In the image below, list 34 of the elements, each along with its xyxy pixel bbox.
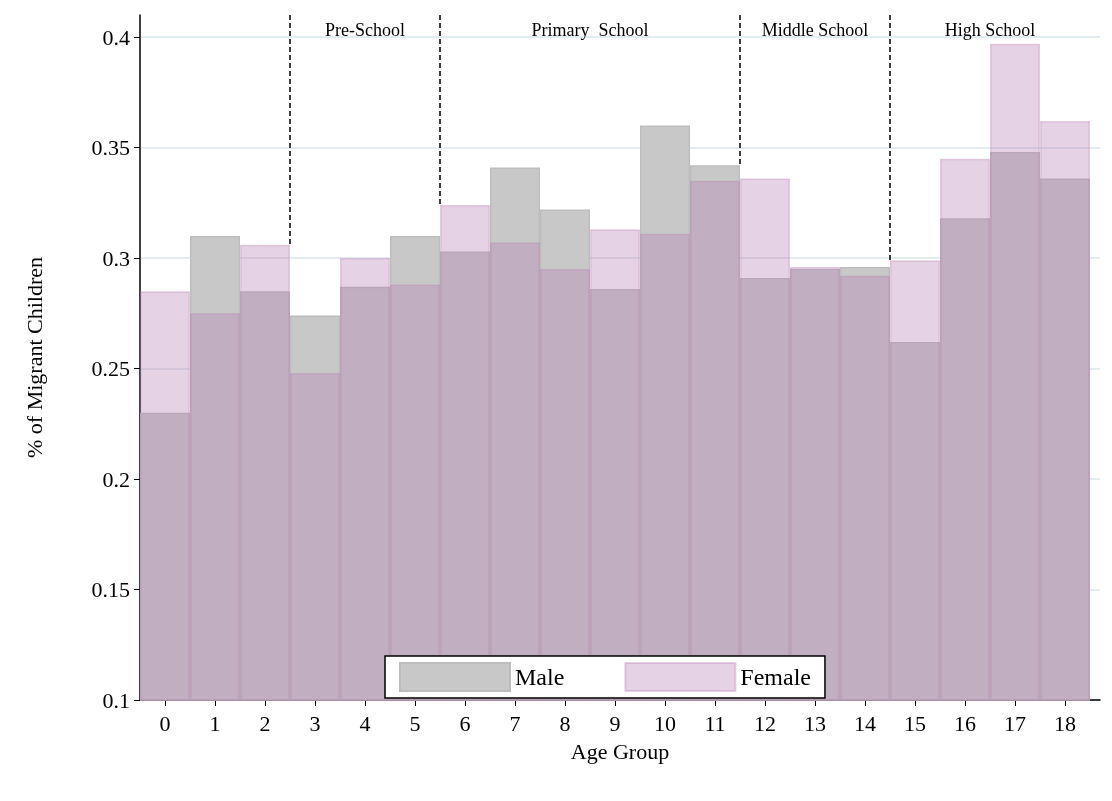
x-tick-label: 7 — [509, 710, 521, 736]
x-tick-label: 1 — [209, 710, 221, 736]
x-tick-label: 18 — [1054, 710, 1076, 736]
annotation: Middle School — [761, 20, 869, 40]
x-tick-label: 0 — [159, 710, 171, 736]
y-tick-label: 0.1 — [102, 687, 130, 713]
x-tick-label: 10 — [654, 710, 676, 736]
x-tick-label: 6 — [459, 710, 471, 736]
annotation: Primary School — [531, 20, 649, 40]
y-tick-label: 0.4 — [102, 24, 130, 50]
annotation: Pre-School — [325, 20, 405, 40]
x-tick-label: 4 — [359, 710, 371, 736]
x-tick-label: 13 — [804, 710, 826, 736]
x-tick-label: 17 — [1004, 710, 1026, 736]
y-tick-label: 0.35 — [91, 135, 130, 161]
y-tick-label: 0.3 — [102, 245, 130, 271]
legend-label: Male — [515, 664, 565, 690]
x-tick-label: 11 — [704, 710, 726, 736]
annotation: High School — [944, 20, 1036, 40]
x-tick-label: 12 — [754, 710, 776, 736]
x-tick-label: 2 — [259, 710, 271, 736]
y-tick-label: 0.15 — [91, 577, 130, 603]
x-tick-label: 16 — [954, 710, 976, 736]
x-tick-label: 9 — [609, 710, 621, 736]
x-tick-label: 8 — [559, 710, 571, 736]
legend-label: Female — [740, 664, 811, 690]
y-tick-label: 0.2 — [102, 466, 130, 492]
x-tick-label: 3 — [309, 710, 321, 736]
x-tick-label: 14 — [854, 710, 876, 736]
y-axis-title: % of Migrant Children — [21, 256, 47, 459]
x-tick-label: 5 — [409, 710, 421, 736]
x-axis-title: Age Group — [570, 738, 670, 764]
y-tick-label: 0.25 — [91, 356, 130, 382]
x-tick-label: 15 — [904, 710, 926, 736]
